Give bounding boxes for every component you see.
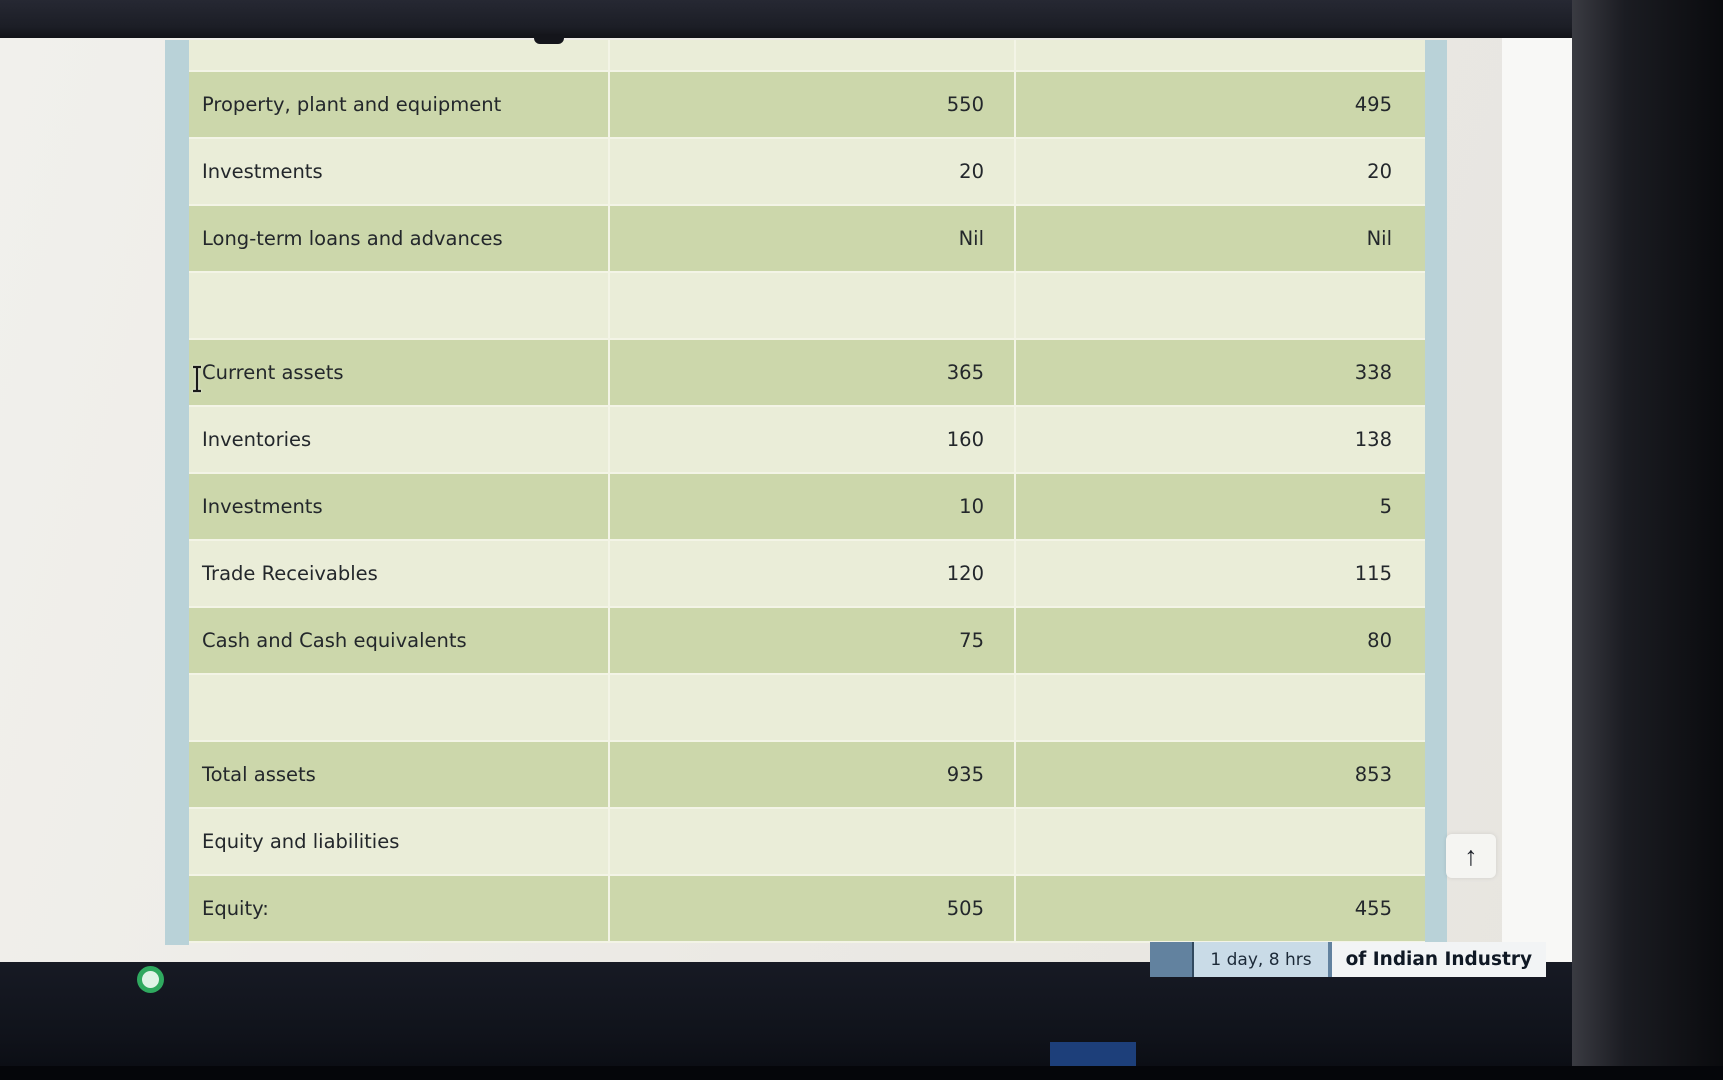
page-background: Property, plant and equipment 550 495 In… — [0, 38, 1572, 962]
row-label-cell: Trade Receivables — [189, 541, 610, 606]
table-row: Long-term loans and advances Nil Nil — [189, 206, 1425, 273]
value-col2-cell: Nil — [1366, 226, 1392, 250]
financial-table: Property, plant and equipment 550 495 In… — [189, 40, 1425, 943]
status-overlay-bar: 1 day, 8 hrs of Indian Industry — [1150, 942, 1546, 977]
table-row: Investments 20 20 — [189, 139, 1425, 206]
value-col2-cell: 338 — [1354, 360, 1392, 384]
table-row: Cash and Cash equivalents 75 80 — [189, 608, 1425, 675]
row-label-cell: Current assets — [189, 340, 610, 405]
value-col1-cell: 160 — [610, 407, 1016, 472]
row-label-cell: Property, plant and equipment — [189, 72, 610, 137]
scroll-to-top-button[interactable]: ↑ — [1446, 834, 1496, 878]
table-row: Property, plant and equipment 550 495 — [189, 72, 1425, 139]
value-col2-cell: 115 — [1354, 561, 1392, 585]
green-status-icon[interactable] — [137, 966, 164, 993]
value-col2-cell — [1016, 273, 1422, 338]
value-col2-cell: 138 — [1354, 427, 1392, 451]
table-row: Current assets 365 338 — [189, 340, 1425, 407]
value-col2-cell: 455 — [1354, 896, 1392, 920]
value-col1-cell: 75 — [610, 608, 1016, 673]
title-badge: of Indian Industry — [1331, 942, 1546, 977]
duration-badge: 1 day, 8 hrs — [1192, 942, 1328, 977]
table-row: Equity: 505 455 — [189, 876, 1425, 943]
value-col1-cell — [610, 40, 1016, 70]
table-row: Total assets 935 853 — [189, 742, 1425, 809]
value-col2-cell — [1016, 675, 1422, 740]
value-col1-cell — [610, 273, 1016, 338]
bezel-notch — [534, 34, 564, 44]
row-label-cell — [189, 273, 610, 338]
table-row-empty — [189, 273, 1425, 340]
row-label-cell: Cash and Cash equivalents — [189, 608, 610, 673]
value-col1-cell: 20 — [610, 139, 1016, 204]
value-col1-cell: 120 — [610, 541, 1016, 606]
up-arrow-icon: ↑ — [1464, 840, 1478, 871]
table-row-empty — [189, 675, 1425, 742]
value-col1-cell: 505 — [610, 876, 1016, 941]
value-col2-cell: 80 — [1367, 628, 1392, 652]
table-row: Investments 10 5 — [189, 474, 1425, 541]
text-cursor — [189, 364, 205, 398]
table-row: Trade Receivables 120 115 — [189, 541, 1425, 608]
row-label-cell — [189, 40, 610, 70]
table-row: Equity and liabilities — [189, 809, 1425, 876]
row-label-cell: Equity: — [189, 876, 610, 941]
value-col2-cell — [1016, 809, 1422, 874]
value-col1-cell: 10 — [610, 474, 1016, 539]
row-label-cell: Inventories — [189, 407, 610, 472]
row-label-cell: Investments — [189, 139, 610, 204]
value-col2-cell: 20 — [1367, 159, 1392, 183]
value-col1-cell: 365 — [610, 340, 1016, 405]
page-right-margin — [1502, 38, 1572, 962]
row-label-cell: Equity and liabilities — [189, 809, 610, 874]
row-label-cell — [189, 675, 610, 740]
value-col1-cell: 550 — [610, 72, 1016, 137]
table-row-partial — [189, 40, 1425, 72]
row-label-cell: Total assets — [189, 742, 610, 807]
monitor-bezel-top — [0, 0, 1723, 38]
bottom-bar — [0, 962, 1723, 1080]
value-col1-cell: Nil — [610, 206, 1016, 271]
row-label-cell: Investments — [189, 474, 610, 539]
value-col2-cell: 853 — [1354, 762, 1392, 786]
table-left-border-strip — [165, 40, 189, 945]
table-row: Inventories 160 138 — [189, 407, 1425, 474]
value-col2-cell — [1016, 40, 1422, 70]
value-col2-cell: 5 — [1379, 494, 1392, 518]
table-right-border-strip — [1425, 40, 1447, 945]
monitor-bezel-right — [1572, 0, 1723, 1080]
value-col1-cell — [610, 809, 1016, 874]
value-col1-cell — [610, 675, 1016, 740]
value-col2-cell: 495 — [1354, 92, 1392, 116]
value-col1-cell: 935 — [610, 742, 1016, 807]
monitor-bezel-bottom — [0, 1066, 1723, 1080]
row-label-cell: Long-term loans and advances — [189, 206, 610, 271]
